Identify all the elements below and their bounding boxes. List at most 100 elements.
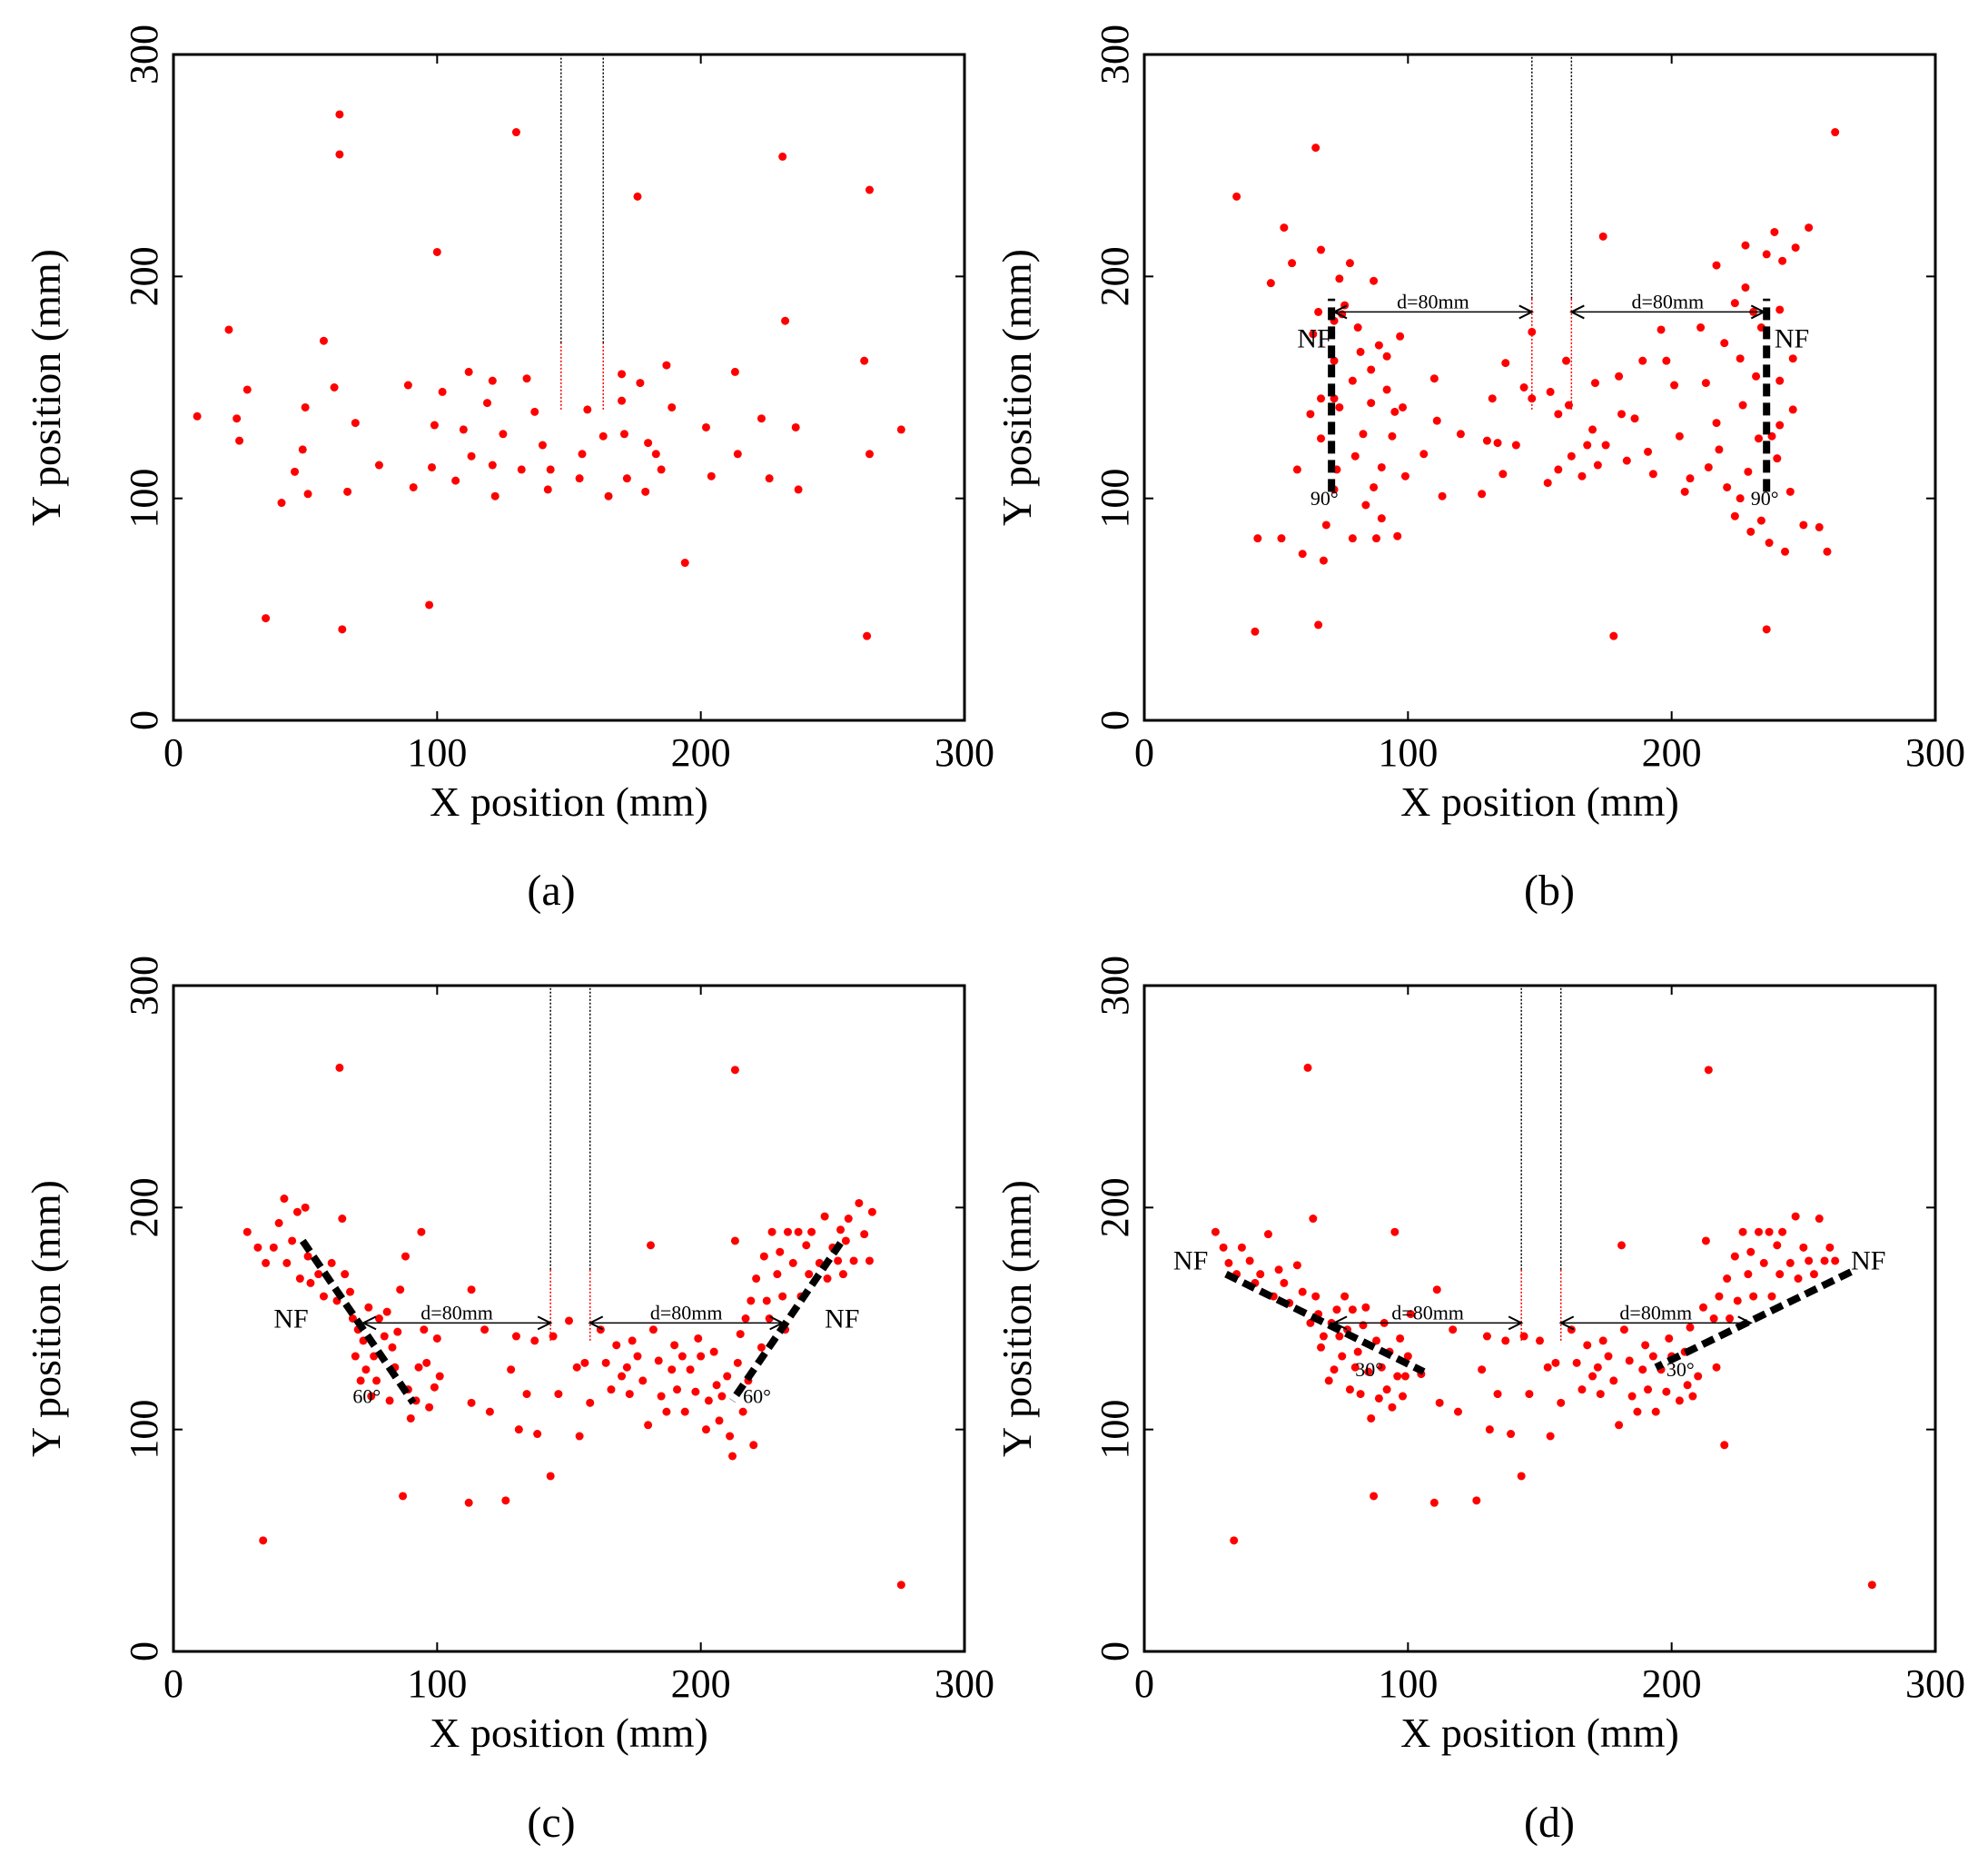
data-point xyxy=(1350,1363,1360,1372)
data-point xyxy=(1675,1396,1684,1405)
data-point xyxy=(1572,1358,1581,1367)
data-point xyxy=(432,1334,441,1343)
data-point xyxy=(464,367,473,376)
data-point xyxy=(1744,467,1753,476)
distance-arrow-head-left xyxy=(588,1315,604,1331)
data-point xyxy=(1615,1421,1624,1430)
data-point xyxy=(1482,1332,1491,1341)
data-point xyxy=(346,1287,355,1296)
data-point xyxy=(1280,223,1289,233)
data-point xyxy=(805,1270,814,1279)
data-point xyxy=(1485,1425,1494,1434)
data-point xyxy=(417,1227,426,1236)
data-point xyxy=(767,1227,776,1236)
data-point xyxy=(338,1215,347,1224)
data-point xyxy=(1720,1441,1729,1450)
y-tick-label: 200 xyxy=(1093,246,1137,306)
data-point xyxy=(1823,547,1832,556)
x-axis-title: X position (mm) xyxy=(430,778,708,825)
nf-label: NF xyxy=(1297,324,1331,354)
data-point xyxy=(1224,1258,1233,1267)
data-point xyxy=(1361,501,1370,510)
data-point xyxy=(430,421,439,430)
data-point xyxy=(1788,354,1797,363)
data-point xyxy=(288,1236,297,1245)
data-point xyxy=(1715,1292,1724,1301)
data-point xyxy=(1741,241,1750,250)
data-point xyxy=(717,1392,727,1401)
data-point xyxy=(1324,1376,1333,1385)
data-point xyxy=(1651,1407,1660,1416)
data-point xyxy=(1709,1314,1718,1323)
data-point xyxy=(428,462,437,471)
data-point xyxy=(490,491,499,501)
data-point xyxy=(618,1372,627,1381)
caption-b: (b) xyxy=(1524,867,1575,915)
data-point xyxy=(1330,394,1339,403)
data-point xyxy=(1770,227,1779,236)
data-point xyxy=(467,451,476,461)
data-point xyxy=(1625,1356,1634,1365)
data-point xyxy=(292,1207,302,1216)
data-point xyxy=(1449,1325,1458,1334)
data-point xyxy=(1528,394,1537,403)
data-point xyxy=(1617,410,1627,419)
x-tick-label: 200 xyxy=(1642,1661,1702,1706)
data-point xyxy=(1675,431,1684,441)
data-point xyxy=(396,1285,405,1294)
data-point xyxy=(778,152,787,161)
data-point xyxy=(691,1387,700,1396)
data-point xyxy=(1253,534,1262,543)
data-point xyxy=(1211,1227,1220,1236)
data-point xyxy=(1551,1358,1560,1367)
data-point xyxy=(896,425,905,434)
data-point xyxy=(736,1330,745,1339)
data-point xyxy=(1330,356,1339,365)
data-point xyxy=(388,1343,397,1352)
data-point xyxy=(776,1247,785,1256)
x-tick-label: 200 xyxy=(1642,730,1702,775)
data-point xyxy=(618,370,627,379)
distance-label: d=80mm xyxy=(1391,1301,1464,1324)
data-point xyxy=(575,474,584,483)
data-point xyxy=(1762,250,1771,259)
data-point xyxy=(622,1363,631,1372)
data-point xyxy=(1382,385,1391,394)
y-tick-label: 0 xyxy=(122,710,166,730)
y-tick-label: 300 xyxy=(1093,956,1137,1016)
x-tick-label: 300 xyxy=(935,1661,994,1706)
data-point xyxy=(1588,425,1597,434)
data-point xyxy=(844,1215,853,1224)
data-point xyxy=(1622,456,1631,465)
x-tick-label: 0 xyxy=(1134,1661,1154,1706)
data-point xyxy=(1788,405,1797,414)
data-point xyxy=(420,1325,429,1334)
nf-label: NF xyxy=(1851,1246,1885,1276)
data-point xyxy=(1377,1363,1386,1372)
data-point xyxy=(1543,1363,1552,1372)
data-point xyxy=(280,1195,289,1204)
data-point xyxy=(1356,347,1365,356)
data-point xyxy=(773,1270,782,1279)
data-point xyxy=(578,450,587,459)
data-point xyxy=(1809,1270,1818,1279)
data-point xyxy=(242,385,252,394)
distance-label: d=80mm xyxy=(650,1301,723,1324)
data-point xyxy=(1799,1243,1808,1252)
x-tick-label: 200 xyxy=(671,730,731,775)
data-point xyxy=(1371,1336,1380,1345)
data-point xyxy=(348,1314,357,1323)
data-point xyxy=(701,422,710,431)
data-point xyxy=(1382,352,1391,361)
data-point xyxy=(1723,1274,1732,1284)
data-point xyxy=(1688,1392,1697,1401)
data-point xyxy=(262,614,271,623)
x-tick-label: 200 xyxy=(671,1661,731,1706)
data-point xyxy=(1762,625,1771,634)
data-point xyxy=(1280,1278,1289,1287)
data-point xyxy=(1775,305,1785,314)
data-point xyxy=(1712,1363,1721,1372)
data-point xyxy=(1662,356,1671,365)
data-point xyxy=(612,1341,621,1350)
data-point xyxy=(1704,462,1713,471)
